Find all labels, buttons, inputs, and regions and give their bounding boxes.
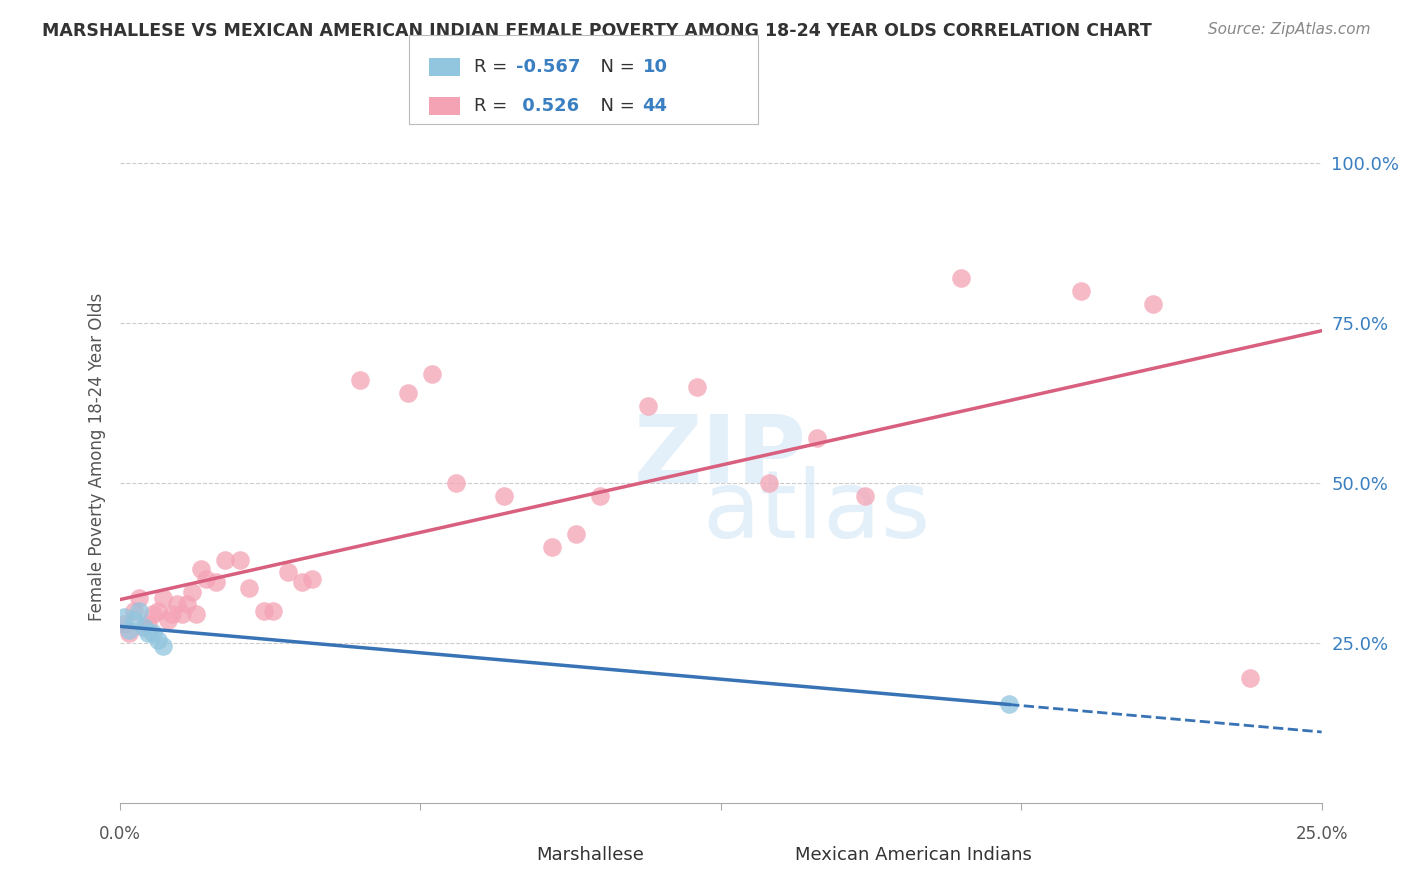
Text: 25.0%: 25.0% xyxy=(1295,825,1348,843)
Text: atlas: atlas xyxy=(703,467,931,558)
Point xyxy=(589,489,612,503)
Point xyxy=(176,598,198,612)
Point xyxy=(637,399,659,413)
Point xyxy=(253,604,276,618)
Point xyxy=(277,566,299,580)
Point xyxy=(1239,671,1261,685)
Point xyxy=(444,475,467,490)
Point xyxy=(122,613,145,627)
Text: -0.567: -0.567 xyxy=(516,58,581,76)
Point xyxy=(195,572,218,586)
Point xyxy=(138,616,160,631)
Point xyxy=(685,380,707,394)
Point xyxy=(565,527,588,541)
Point xyxy=(396,386,419,401)
Text: Mexican American Indians: Mexican American Indians xyxy=(796,846,1032,863)
Point xyxy=(156,613,179,627)
Point xyxy=(758,475,780,490)
Point xyxy=(146,632,169,647)
Point xyxy=(112,610,135,624)
Text: 0.526: 0.526 xyxy=(516,96,579,115)
Point xyxy=(214,552,236,566)
Text: R =: R = xyxy=(474,58,513,76)
Point xyxy=(190,562,212,576)
Point xyxy=(204,574,226,589)
Point xyxy=(118,626,141,640)
Text: ZIP: ZIP xyxy=(634,411,807,503)
Point xyxy=(262,604,284,618)
Point xyxy=(853,489,876,503)
Point xyxy=(228,552,252,566)
Text: Marshallese: Marshallese xyxy=(537,846,644,863)
Point xyxy=(170,607,193,621)
Point xyxy=(162,607,184,621)
Point xyxy=(420,367,443,381)
Point xyxy=(998,697,1021,711)
Text: 0.0%: 0.0% xyxy=(98,825,141,843)
Point xyxy=(112,616,135,631)
Point xyxy=(541,540,564,554)
Point xyxy=(186,607,208,621)
Point xyxy=(180,584,202,599)
Point xyxy=(166,598,188,612)
Point xyxy=(122,604,145,618)
Point xyxy=(494,489,516,503)
Text: Source: ZipAtlas.com: Source: ZipAtlas.com xyxy=(1208,22,1371,37)
Text: N =: N = xyxy=(589,58,641,76)
Point xyxy=(806,431,828,445)
Point xyxy=(118,623,141,637)
Text: R =: R = xyxy=(474,96,513,115)
Point xyxy=(949,271,972,285)
Point xyxy=(132,620,155,634)
Text: MARSHALLESE VS MEXICAN AMERICAN INDIAN FEMALE POVERTY AMONG 18-24 YEAR OLDS CORR: MARSHALLESE VS MEXICAN AMERICAN INDIAN F… xyxy=(42,22,1152,40)
Point xyxy=(138,626,160,640)
Point xyxy=(1070,284,1092,298)
Point xyxy=(1142,296,1164,310)
Point xyxy=(238,582,260,596)
Point xyxy=(291,574,314,589)
Point xyxy=(301,572,323,586)
Text: N =: N = xyxy=(589,96,641,115)
Y-axis label: Female Poverty Among 18-24 Year Olds: Female Poverty Among 18-24 Year Olds xyxy=(87,293,105,621)
Point xyxy=(128,604,150,618)
Text: 44: 44 xyxy=(643,96,668,115)
Text: 10: 10 xyxy=(643,58,668,76)
Point xyxy=(128,591,150,605)
Point xyxy=(146,604,169,618)
Point xyxy=(152,591,174,605)
Point xyxy=(132,620,155,634)
Point xyxy=(142,607,165,621)
Point xyxy=(349,373,371,387)
Point xyxy=(142,626,165,640)
Point xyxy=(152,639,174,653)
